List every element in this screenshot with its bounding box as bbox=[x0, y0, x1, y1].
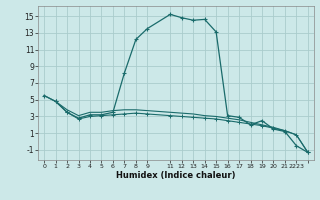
X-axis label: Humidex (Indice chaleur): Humidex (Indice chaleur) bbox=[116, 171, 236, 180]
